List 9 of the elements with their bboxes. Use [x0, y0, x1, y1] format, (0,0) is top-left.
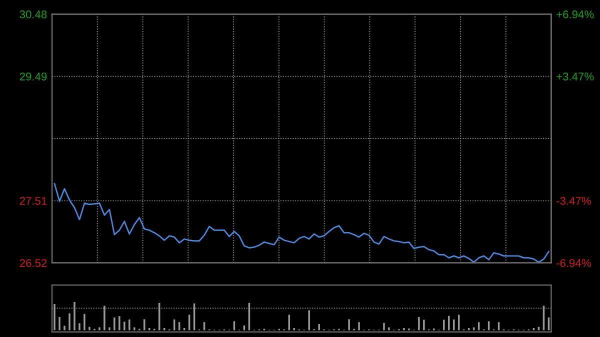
line-series [54, 183, 550, 263]
y-tick-label: 26.52 [20, 259, 47, 267]
y2-tick-label: +3.47% [556, 72, 594, 80]
y2-tick-label: -3.47% [556, 196, 591, 205]
y-tick-label: 29.49 [20, 72, 47, 80]
y-tick-label: 27.51 [20, 196, 47, 205]
y-tick-label: 30.48 [20, 10, 47, 18]
y2-tick-label: +6.94% [556, 10, 594, 18]
y2-tick-label: -6.94% [556, 259, 591, 267]
